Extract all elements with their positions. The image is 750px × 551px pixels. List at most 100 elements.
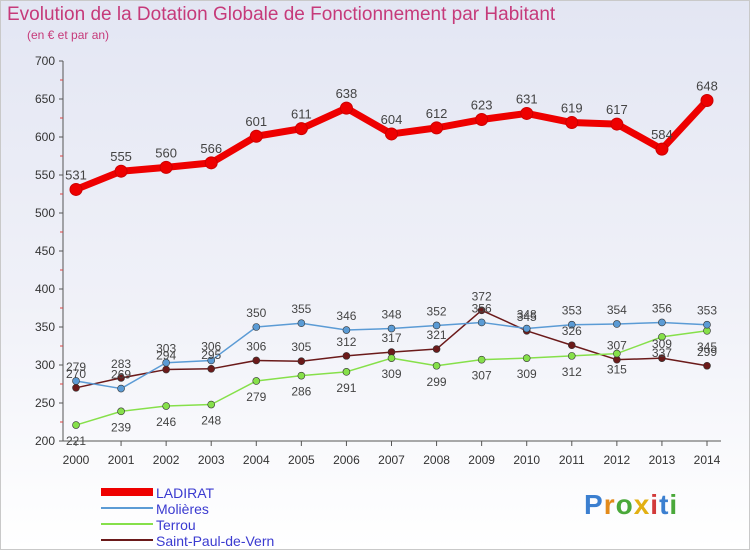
- data-label: 566: [200, 141, 222, 156]
- data-label: 299: [427, 375, 447, 389]
- data-point: [72, 377, 80, 385]
- data-label: 355: [291, 302, 311, 316]
- y-tick-label: 600: [35, 130, 55, 144]
- legend-swatch-terrou: [101, 523, 153, 525]
- data-label: 372: [472, 289, 492, 303]
- data-label: 279: [246, 390, 266, 404]
- data-point: [72, 383, 80, 392]
- x-tick-label: 2005: [288, 453, 315, 467]
- data-label: 604: [381, 112, 403, 127]
- data-point: [207, 356, 216, 365]
- x-tick-label: 2006: [333, 453, 360, 467]
- data-point: [72, 421, 80, 429]
- data-label: 623: [471, 98, 493, 113]
- data-point: [477, 306, 486, 315]
- data-label: 299: [697, 345, 717, 359]
- data-point: [703, 361, 711, 370]
- data-point: [339, 101, 353, 115]
- data-point: [610, 117, 624, 131]
- data-point: [432, 321, 441, 330]
- legend-label-terrou: Terrou: [156, 517, 196, 533]
- legend-label-molieres: Molières: [156, 501, 209, 517]
- data-label: 307: [472, 369, 492, 383]
- data-point: [342, 352, 351, 360]
- chart-title: Evolution de la Dotation Globale de Fonc…: [7, 4, 556, 25]
- data-label: 531: [65, 167, 87, 182]
- y-tick-label: 300: [35, 358, 55, 372]
- data-label: 356: [652, 301, 672, 315]
- data-label: 346: [336, 309, 356, 323]
- x-tick-label: 2008: [423, 453, 450, 467]
- x-tick-label: 2012: [604, 453, 631, 467]
- data-label: 356: [472, 301, 492, 315]
- data-label: 611: [291, 107, 312, 122]
- data-label: 312: [336, 335, 356, 349]
- data-point: [567, 352, 576, 360]
- data-label: 239: [111, 420, 131, 434]
- legend-label-ladirat: LADIRAT: [156, 485, 215, 501]
- data-point: [342, 326, 351, 334]
- data-point: [204, 156, 218, 170]
- data-point: [387, 324, 396, 333]
- data-label: 303: [156, 342, 176, 356]
- data-point: [252, 377, 261, 385]
- data-point: [252, 356, 261, 365]
- data-point: [249, 129, 263, 143]
- x-tick-label: 2002: [153, 453, 180, 467]
- data-label: 306: [246, 339, 266, 353]
- x-tick-label: 2010: [513, 453, 540, 467]
- data-label: 312: [562, 365, 582, 379]
- data-label: 555: [110, 149, 132, 164]
- data-label: 619: [561, 101, 583, 116]
- data-label: 353: [562, 304, 582, 318]
- x-tick-label: 2007: [378, 453, 405, 467]
- data-point: [613, 349, 621, 358]
- data-point: [387, 354, 396, 362]
- data-point: [385, 127, 398, 141]
- data-label: 345: [517, 310, 537, 324]
- data-point: [658, 354, 666, 362]
- data-point: [700, 94, 714, 108]
- data-label: 601: [245, 114, 267, 129]
- x-tick-label: 2000: [63, 453, 90, 467]
- data-label: 309: [517, 367, 537, 381]
- data-point: [658, 318, 666, 327]
- data-label: 294: [156, 349, 176, 363]
- data-point: [117, 384, 125, 393]
- data-label: 348: [517, 308, 537, 322]
- data-label: 283: [111, 357, 131, 371]
- legend-swatch-ladirat: [101, 488, 153, 496]
- data-point: [658, 333, 666, 341]
- y-tick-label: 350: [35, 320, 55, 334]
- data-point: [297, 371, 306, 380]
- data-label: 638: [336, 86, 358, 101]
- data-point: [475, 113, 489, 127]
- data-point: [432, 345, 441, 353]
- data-label: 321: [427, 328, 447, 342]
- data-point: [430, 121, 444, 135]
- data-label: 353: [697, 304, 717, 318]
- x-tick-label: 2011: [559, 453, 585, 467]
- data-point: [522, 354, 531, 362]
- data-label: 348: [381, 308, 401, 322]
- data-label: 307: [607, 339, 627, 353]
- data-label: 648: [696, 79, 718, 94]
- y-tick-label: 700: [35, 54, 55, 68]
- data-label: 279: [66, 360, 86, 374]
- data-point: [294, 122, 308, 136]
- data-label: 309: [381, 367, 401, 381]
- data-point: [432, 361, 441, 370]
- data-point: [565, 116, 579, 130]
- data-label: 286: [291, 385, 311, 399]
- legend-swatch-molieres: [101, 507, 153, 509]
- data-point: [342, 368, 351, 376]
- data-point: [655, 142, 669, 156]
- data-point: [117, 374, 125, 382]
- data-point: [114, 164, 128, 178]
- data-label: 352: [427, 304, 447, 318]
- data-label: 584: [651, 127, 673, 142]
- data-point: [477, 355, 486, 364]
- data-label: 246: [156, 415, 176, 429]
